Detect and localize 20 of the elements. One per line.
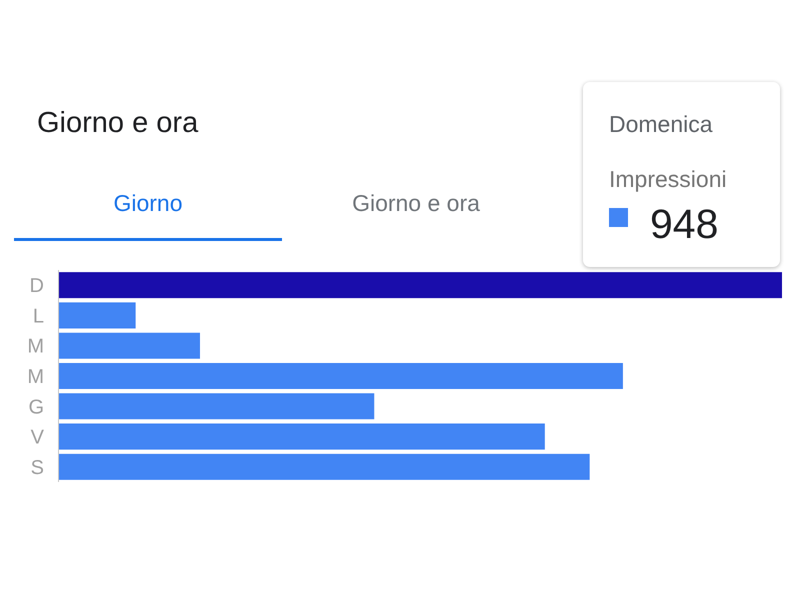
text: Domenica (609, 111, 713, 137)
bar (59, 424, 545, 450)
bar (59, 302, 136, 328)
y-tick-label: V (30, 426, 45, 449)
y-tick-label: D (30, 275, 44, 298)
bar (59, 454, 590, 480)
y-tick-label: M (27, 366, 44, 388)
y-tick-label: L (32, 305, 44, 328)
y-tick-label: M (27, 336, 44, 358)
text: Giorno e ora (351, 189, 481, 217)
text: Giorno (112, 189, 184, 217)
bar (59, 362, 623, 390)
y-tick-label: S (30, 456, 44, 479)
text: 948 (650, 201, 718, 247)
bar (59, 272, 782, 298)
y-tick-label: G (28, 396, 44, 418)
text: Impressioni (609, 166, 727, 192)
chart-title: Giorno e ora (37, 107, 200, 140)
bar (59, 393, 374, 420)
bar (59, 332, 200, 359)
